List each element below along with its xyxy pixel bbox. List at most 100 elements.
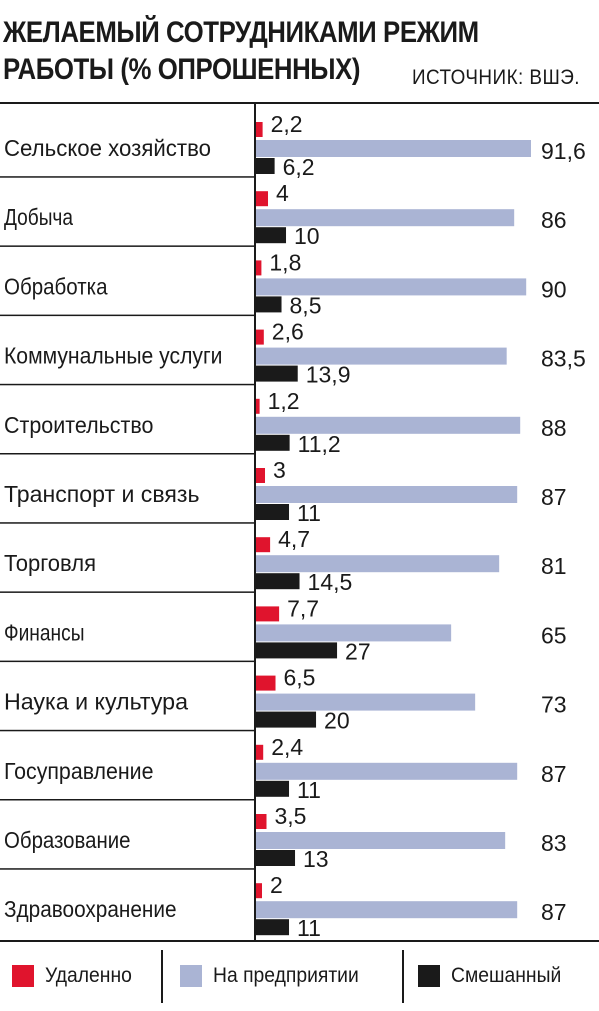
legend-swatch-office bbox=[180, 965, 202, 987]
row-divider bbox=[0, 729, 254, 732]
data-label-office: 87 bbox=[541, 761, 567, 787]
legend-label-office: На предприятии bbox=[213, 964, 359, 987]
data-label-mixed: 11 bbox=[297, 915, 321, 940]
data-label-mixed: 6,2 bbox=[283, 154, 315, 180]
bar-mixed bbox=[256, 780, 290, 797]
data-label-office: 88 bbox=[541, 415, 567, 441]
data-label-office: 81 bbox=[541, 553, 567, 579]
bar-remote bbox=[256, 814, 267, 829]
bar-remote bbox=[256, 537, 271, 553]
data-label-mixed: 14,5 bbox=[308, 569, 353, 595]
data-label-remote: 7,7 bbox=[287, 595, 319, 621]
bar-office bbox=[256, 486, 518, 503]
data-label-mixed: 27 bbox=[345, 638, 371, 664]
bar-mixed bbox=[256, 573, 300, 590]
row-divider bbox=[0, 176, 254, 178]
category-label: Сельское хозяйство bbox=[4, 135, 211, 161]
row-divider bbox=[0, 868, 254, 870]
bar-mixed bbox=[256, 227, 287, 244]
data-label-mixed: 11,2 bbox=[298, 431, 341, 457]
category-label: Обработка bbox=[4, 273, 108, 299]
data-label-office: 90 bbox=[541, 276, 567, 302]
bar-remote bbox=[256, 883, 263, 899]
bar-mixed bbox=[256, 642, 338, 659]
bar-office bbox=[256, 624, 452, 642]
data-label-office: 83 bbox=[541, 830, 567, 856]
legend-item-mixed: Смешанный bbox=[418, 962, 571, 990]
data-label-remote: 2,6 bbox=[272, 319, 304, 345]
chart-legend: Удаленно На предприятии Смешанный bbox=[0, 942, 599, 1011]
data-label-office: 87 bbox=[541, 484, 567, 510]
bar-remote bbox=[256, 122, 263, 137]
chart-source: ИСТОЧНИК: ВШЭ. bbox=[412, 66, 581, 89]
bar-office bbox=[256, 901, 518, 919]
bar-chart: Сельское хозяйство 2,2 91,6 6,2 Добыча 4 86 10 О… bbox=[0, 104, 586, 940]
data-label-office: 91,6 bbox=[541, 138, 586, 164]
row-divider bbox=[0, 522, 254, 524]
row-divider bbox=[0, 660, 254, 663]
data-label-mixed: 11 bbox=[297, 777, 321, 803]
bar-mixed bbox=[256, 919, 290, 936]
category-label: Наука и культура bbox=[4, 689, 188, 715]
bar-remote bbox=[256, 260, 262, 276]
data-label-remote: 1,2 bbox=[268, 388, 300, 414]
chart-title: ЖЕЛАЕМЫЙ СОТРУДНИКАМИ РЕЖИМ РАБОТЫ (% ОП… bbox=[3, 14, 597, 88]
bar-mixed bbox=[256, 850, 296, 866]
row-divider bbox=[0, 591, 254, 593]
bar-remote bbox=[256, 398, 260, 414]
category-label: Строительство bbox=[4, 412, 154, 438]
category-label: Торговля bbox=[4, 550, 96, 576]
bar-remote bbox=[256, 744, 264, 760]
bar-office bbox=[256, 278, 527, 296]
chart-title-line-1: ЖЕЛАЕМЫЙ СОТРУДНИКАМИ РЕЖИМ bbox=[3, 16, 479, 49]
data-label-mixed: 8,5 bbox=[290, 292, 322, 318]
data-label-mixed: 10 bbox=[294, 223, 320, 249]
data-label-mixed: 11 bbox=[297, 500, 321, 526]
bar-office bbox=[256, 209, 515, 227]
data-label-remote: 3,5 bbox=[275, 803, 307, 829]
data-label-remote: 1,8 bbox=[269, 249, 301, 275]
legend-label-remote: Удаленно bbox=[45, 964, 132, 987]
row-divider bbox=[0, 383, 254, 386]
legend-separator bbox=[161, 950, 163, 1003]
data-label-office: 83,5 bbox=[541, 346, 586, 372]
category-label: Финансы bbox=[4, 619, 85, 645]
data-label-remote: 4,7 bbox=[278, 526, 310, 552]
bar-remote bbox=[256, 675, 276, 691]
data-label-mixed: 13 bbox=[303, 846, 329, 872]
data-label-office: 65 bbox=[541, 622, 567, 648]
category-label: Добыча bbox=[4, 204, 73, 230]
legend-item-office: На предприятии bbox=[180, 962, 371, 990]
data-label-mixed: 13,9 bbox=[306, 362, 351, 388]
bar-mixed bbox=[256, 158, 275, 174]
data-label-mixed: 20 bbox=[324, 708, 350, 734]
bar-remote bbox=[256, 329, 264, 345]
value-axis-line bbox=[254, 104, 256, 940]
bar-mixed bbox=[256, 504, 290, 520]
bar-office bbox=[256, 762, 518, 780]
title-divider bbox=[0, 102, 599, 104]
legend-divider bbox=[0, 940, 599, 942]
category-label: Образование bbox=[4, 827, 131, 853]
row-divider bbox=[0, 314, 254, 317]
data-label-office: 73 bbox=[541, 692, 567, 718]
data-label-remote: 4 bbox=[276, 180, 289, 206]
data-label-remote: 2,4 bbox=[271, 734, 303, 760]
bar-mixed bbox=[256, 365, 298, 382]
legend-separator bbox=[402, 950, 404, 1003]
data-label-remote: 2 bbox=[270, 872, 283, 898]
bar-office bbox=[256, 347, 507, 365]
category-label: Здравоохранение bbox=[4, 896, 177, 922]
category-label: Транспорт и связь bbox=[4, 481, 200, 507]
category-label: Госуправление bbox=[4, 758, 154, 784]
bar-office bbox=[256, 555, 500, 573]
data-label-office: 86 bbox=[541, 207, 567, 233]
legend-label-mixed: Смешанный bbox=[451, 964, 562, 987]
chart-title-line-2: РАБОТЫ (% ОПРОШЕННЫХ) bbox=[3, 53, 361, 86]
data-label-remote: 6,5 bbox=[284, 665, 316, 691]
bar-office bbox=[256, 416, 521, 434]
category-label: Коммунальные услуги bbox=[4, 343, 223, 369]
row-divider bbox=[0, 799, 254, 801]
legend-swatch-mixed bbox=[418, 965, 440, 987]
bar-remote bbox=[256, 468, 266, 483]
